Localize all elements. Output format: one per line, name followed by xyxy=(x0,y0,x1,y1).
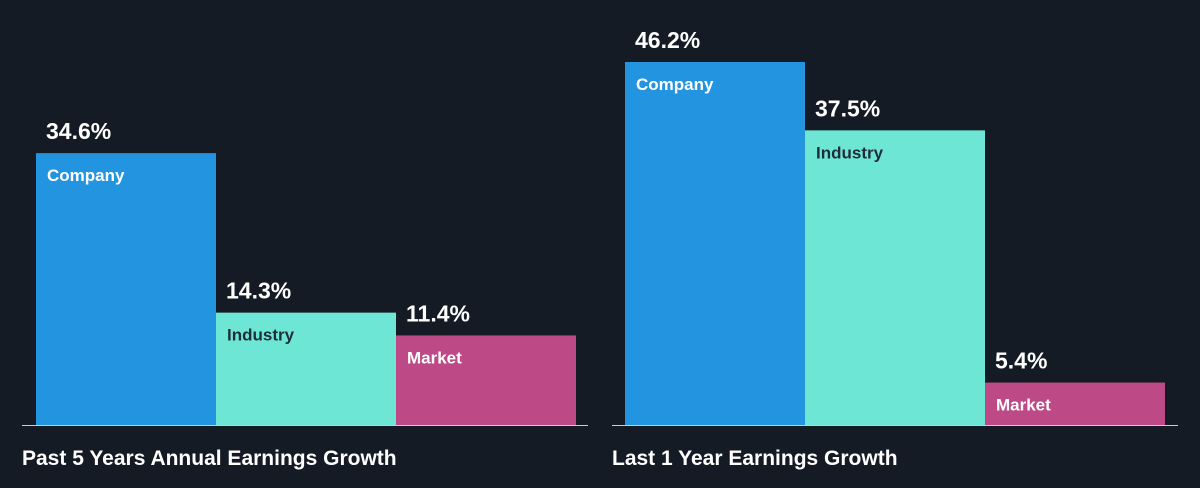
panel-last-1-year: 46.2% Company 37.5% Industry 5.4% Market Last… xyxy=(612,27,1178,470)
category-label: Company xyxy=(636,75,714,94)
bar-market xyxy=(985,382,1165,425)
category-label: Industry xyxy=(816,143,884,162)
value-label: 11.4% xyxy=(406,300,470,326)
bar-industry xyxy=(805,130,985,425)
bar-market xyxy=(396,335,576,425)
category-label: Company xyxy=(47,166,125,185)
category-label: Market xyxy=(996,396,1051,415)
panel-title: Past 5 Years Annual Earnings Growth xyxy=(22,447,397,470)
bar-company xyxy=(36,153,216,425)
value-label: 34.6% xyxy=(46,118,111,144)
value-label: 14.3% xyxy=(226,278,291,304)
category-label: Industry xyxy=(227,326,295,345)
value-label: 5.4% xyxy=(995,348,1047,374)
value-label: 46.2% xyxy=(635,27,700,53)
category-label: Market xyxy=(407,348,462,367)
panel-title: Last 1 Year Earnings Growth xyxy=(612,447,898,470)
panel-past-5-years: 34.6% Company 14.3% Industry 11.4% Market Pas… xyxy=(22,118,588,470)
bars-group: 46.2% Company 37.5% Industry 5.4% Market xyxy=(625,27,1165,425)
value-label: 37.5% xyxy=(815,95,880,121)
bar-company xyxy=(625,62,805,425)
bar-industry xyxy=(216,312,396,425)
bars-group: 34.6% Company 14.3% Industry 11.4% Market xyxy=(36,118,576,425)
